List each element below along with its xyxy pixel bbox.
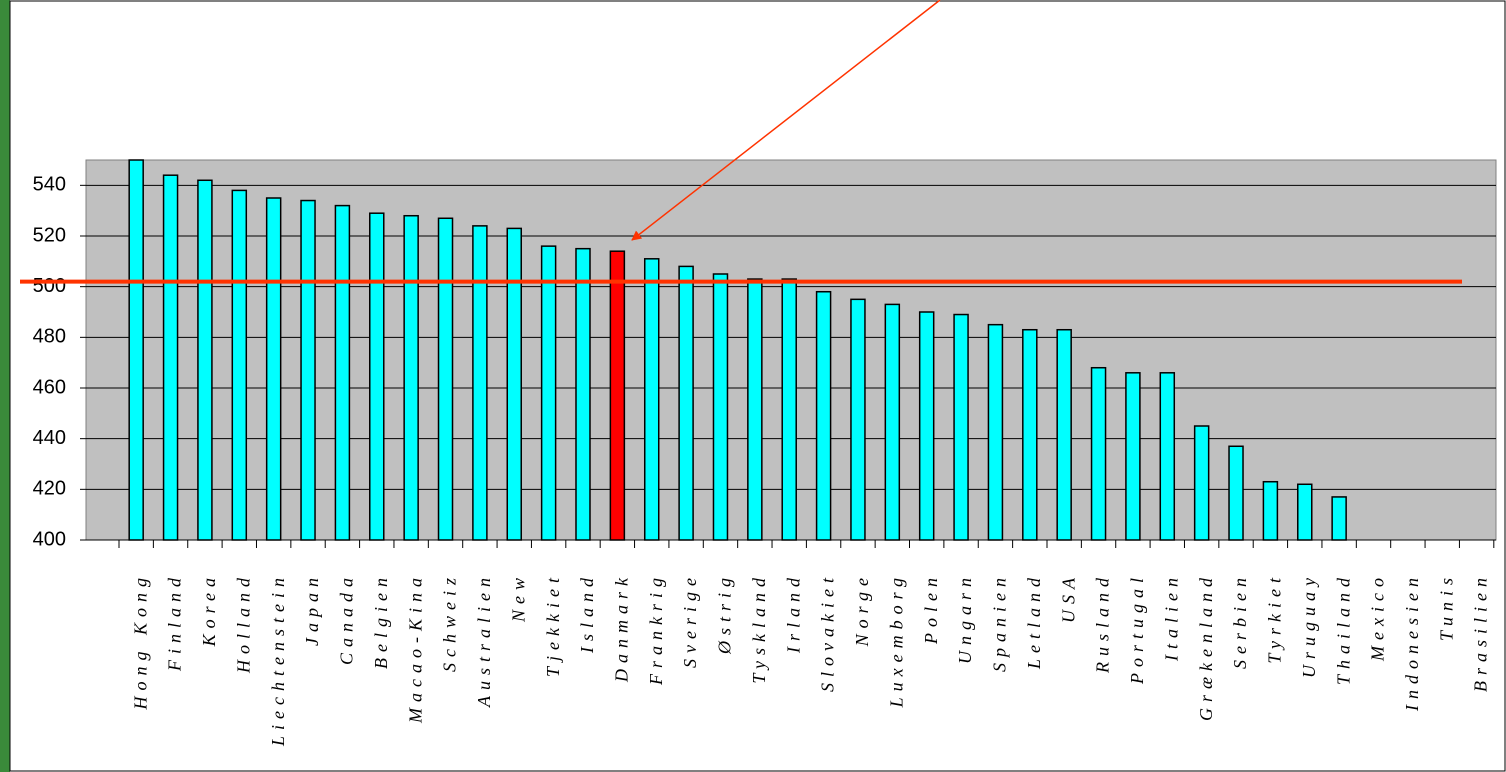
bar: [1193, 425, 1210, 541]
x-tick-label: Frankrig: [646, 572, 666, 686]
bar: [1125, 372, 1141, 541]
x-tick-label: Holland: [233, 572, 253, 674]
x-tick-label: Luxemborg: [886, 572, 906, 708]
x-tick-label: Japan: [302, 572, 322, 646]
x-tick-label: Tyskland: [749, 572, 769, 684]
y-tick-label: 460: [33, 376, 66, 398]
x-tick-label: Macao-Kina: [405, 572, 425, 724]
arrow: [631, 0, 941, 241]
bar: [1262, 480, 1279, 541]
bar: [1090, 366, 1107, 541]
bar: [815, 290, 832, 541]
y-tick-label: 400: [33, 528, 66, 550]
bar: [575, 247, 591, 541]
bar: [128, 159, 144, 541]
x-tick-label: Polen: [921, 572, 941, 645]
x-tick-label: Indonesien: [1402, 572, 1422, 712]
y-tick-label: 420: [33, 478, 66, 500]
bar: [884, 303, 901, 541]
bar: [369, 212, 385, 541]
bar: [1228, 445, 1244, 541]
x-tick-label: Mexico: [1368, 572, 1388, 662]
bar: [1022, 328, 1038, 541]
bar: [643, 258, 660, 541]
y-tick-label: 520: [33, 224, 66, 246]
bar: [403, 214, 419, 541]
bar: [712, 273, 729, 541]
bar: [953, 313, 969, 541]
x-tick-label: Tyrkiet: [1265, 572, 1285, 664]
x-tick-label: Portugal: [1127, 572, 1147, 685]
x-tick-label: Østrig: [715, 572, 735, 655]
x-tick-label: Uruguay: [1299, 572, 1319, 678]
bar: [540, 245, 557, 541]
bar: [231, 189, 248, 541]
bar: [472, 225, 488, 541]
x-tick-label: Serbien: [1230, 572, 1250, 669]
x-tick-label: Belgien: [371, 572, 391, 669]
x-tick-label: Liechtenstein: [268, 572, 288, 747]
bar: [506, 227, 523, 541]
x-tick-label: Brasilien: [1471, 572, 1491, 692]
x-tick-label: Australien: [474, 572, 494, 708]
x-tick-label: Norge: [852, 572, 872, 647]
x-tick-label: Grækenland: [1196, 572, 1216, 721]
x-tick-label: Tunis: [1436, 572, 1456, 641]
y-tick-label: 480: [33, 326, 66, 348]
x-tick-label: Schweiz: [440, 572, 460, 672]
bar: [747, 278, 763, 541]
x-tick-label: Sverige: [680, 572, 700, 668]
bar: [1056, 328, 1072, 541]
left-border: [0, 0, 10, 772]
x-tick-label: Slovakiet: [818, 572, 838, 692]
x-tick-label: Spanien: [990, 572, 1010, 672]
x-tick-label: Ungarn: [955, 572, 975, 664]
x-tick-label: Rusland: [1093, 572, 1113, 674]
x-tick-label: Canada: [337, 572, 357, 665]
x-tick-label: New: [508, 572, 528, 623]
bar: [987, 323, 1004, 541]
bar: [197, 179, 213, 541]
x-tick-label: Thailand: [1333, 572, 1353, 685]
x-tick-label: Finland: [165, 572, 185, 672]
bar: [678, 265, 694, 541]
x-tick-label: Tjekkiet: [543, 572, 563, 677]
x-tick-label: Korea: [199, 572, 219, 647]
bar: [162, 174, 179, 541]
x-tick-label: Danmark: [611, 572, 631, 683]
y-tick-label: 500: [33, 275, 66, 297]
bar: [1159, 372, 1176, 541]
bar: [1297, 483, 1313, 541]
bar: [265, 197, 282, 541]
x-tick-label: Hong Kong: [130, 572, 150, 711]
bar: [1331, 496, 1347, 541]
bar: [609, 250, 626, 541]
x-tick-label: Letland: [1024, 572, 1044, 670]
bar: [437, 217, 454, 541]
bar: [781, 278, 797, 541]
bar: [300, 199, 316, 541]
x-tick-label: Italien: [1161, 572, 1181, 662]
x-tick-label: Island: [577, 572, 597, 654]
y-tick-label: 540: [33, 174, 66, 196]
bar: [918, 311, 935, 541]
x-tick-label: Irland: [783, 572, 803, 654]
x-tick-label: USA: [1058, 572, 1078, 623]
bar: [334, 204, 351, 541]
y-tick-label: 440: [33, 427, 66, 449]
bar: [850, 298, 866, 541]
